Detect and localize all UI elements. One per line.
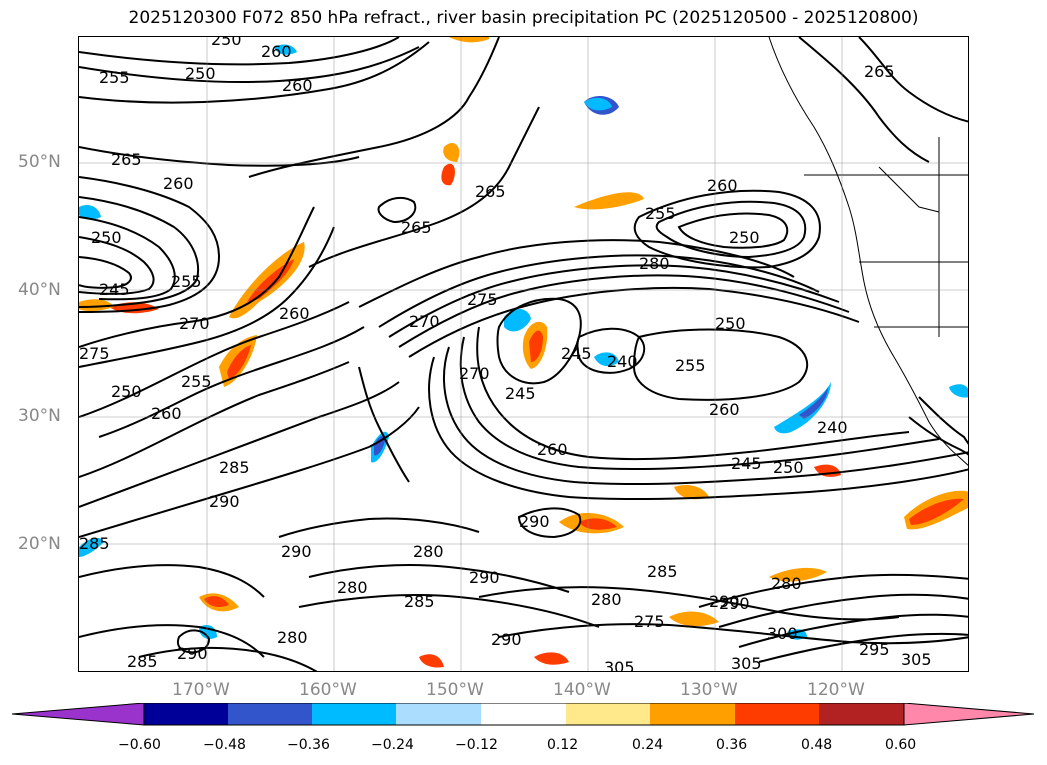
colorbar-tick-label: −0.60 <box>118 737 161 753</box>
contour-label: 280 <box>771 574 802 593</box>
colorbar-max-extension <box>903 703 1035 726</box>
contour-label: 260 <box>282 76 313 95</box>
colorbar-tick-label: −0.12 <box>455 737 498 753</box>
contour-label: 280 <box>591 590 622 609</box>
refractivity-contour-map: 250 255 250 260 260 260 265 260 250 245 … <box>79 37 968 672</box>
colorbar-segment <box>735 703 819 725</box>
longitude-label: 170°W <box>172 680 230 700</box>
contour-label: 275 <box>634 612 665 631</box>
longitude-label: 150°W <box>426 680 484 700</box>
colorbar-tick-label: −0.48 <box>203 737 246 753</box>
contour-label: 260 <box>163 174 194 193</box>
colorbar-segment <box>819 703 904 725</box>
contour-label: 245 <box>561 344 592 363</box>
latitude-label: 40°N <box>18 280 61 300</box>
contour-label: 255 <box>171 272 202 291</box>
contour-label: 290 <box>491 630 522 649</box>
contour-labels: 250 255 250 260 260 260 265 260 250 245 … <box>79 37 932 672</box>
contour-label: 260 <box>537 440 568 459</box>
colorbar-tick-label: 0.36 <box>716 737 748 753</box>
contour-label: 245 <box>505 384 536 403</box>
map-panel: 250 255 250 260 260 260 265 260 250 245 … <box>78 36 969 672</box>
contour-label: 250 <box>111 382 142 401</box>
contour-label: 305 <box>731 654 762 672</box>
contour-label: 285 <box>219 458 250 477</box>
contour-label: 255 <box>675 356 706 375</box>
graticule <box>79 37 968 671</box>
contour-label: 250 <box>185 64 216 83</box>
contour-label: 290 <box>281 542 312 561</box>
colorbar-segment <box>228 703 312 725</box>
contour-label: 240 <box>607 352 638 371</box>
contour-label: 250 <box>211 37 242 49</box>
colorbar-min-extension <box>12 703 145 726</box>
contour-label: 245 <box>99 280 130 299</box>
contour-label: 270 <box>179 314 210 333</box>
contour-label: 255 <box>645 204 676 223</box>
contour-label: 285 <box>127 652 158 671</box>
contour-label: 265 <box>111 150 142 169</box>
contour-label: 260 <box>709 400 740 419</box>
precip-positive-shading <box>79 37 968 668</box>
latitude-label: 50°N <box>18 152 61 172</box>
contour-label: 260 <box>151 404 182 423</box>
contour-label: 280 <box>639 254 670 273</box>
contour-label: 255 <box>181 372 212 391</box>
colorbar-segment <box>481 703 566 725</box>
longitude-label: 160°W <box>299 680 357 700</box>
contour-label: 260 <box>707 176 738 195</box>
colorbar-segment <box>144 703 228 725</box>
contour-label: 265 <box>401 218 432 237</box>
longitude-label: 140°W <box>553 680 611 700</box>
contour-label: 250 <box>715 314 746 333</box>
contour-label: 245 <box>731 454 762 473</box>
contour-label: 260 <box>261 42 292 61</box>
contour-label: 280 <box>277 628 308 647</box>
colorbar-tick-label: −0.24 <box>371 737 414 753</box>
contour-label: 285 <box>404 592 435 611</box>
contour-label: 250 <box>91 228 122 247</box>
map-title: 2025120300 F072 850 hPa refract., river … <box>128 8 919 28</box>
colorbar-tick-label: 0.48 <box>801 737 833 753</box>
colorbar-segment <box>396 703 481 725</box>
coastline <box>768 37 968 466</box>
contour-label: 290 <box>177 644 208 663</box>
contour-label: 255 <box>99 68 130 87</box>
contour-label: 270 <box>409 312 440 331</box>
longitude-label: 120°W <box>807 680 865 700</box>
contour-label: 250 <box>729 228 760 247</box>
contour-label: 265 <box>475 182 506 201</box>
contour-label: 290 <box>469 568 500 587</box>
contour-label: 280 <box>413 542 444 561</box>
colorbar-tick-label: 0.12 <box>547 737 579 753</box>
contour-label: 290 <box>709 592 740 611</box>
colorbar-tick-label: 0.60 <box>885 737 917 753</box>
contour-label: 285 <box>79 534 110 553</box>
latitude-label: 30°N <box>18 406 61 426</box>
colorbar-segment <box>566 703 650 725</box>
contour-label: 260 <box>279 304 310 323</box>
contour-label: 295 <box>859 640 890 659</box>
contour-label: 290 <box>519 512 550 531</box>
contour-label: 250 <box>773 458 804 477</box>
contour-label: 240 <box>817 418 848 437</box>
colorbar-tick-label: −0.36 <box>287 737 330 753</box>
colorbar-segment <box>312 703 396 725</box>
colorbar <box>12 703 1035 726</box>
contour-label: 275 <box>467 290 498 309</box>
contour-label: 305 <box>604 658 635 672</box>
contour-label: 285 <box>647 562 678 581</box>
contour-label: 265 <box>864 62 895 81</box>
contour-label: 290 <box>719 594 750 613</box>
contour-label: 270 <box>459 364 490 383</box>
contour-label: 275 <box>79 344 110 363</box>
contour-label: 300 <box>767 624 798 643</box>
colorbar-segment <box>650 703 735 725</box>
contour-label: 280 <box>337 578 368 597</box>
longitude-label: 130°W <box>680 680 738 700</box>
contour-label: 305 <box>901 650 932 669</box>
contour-label: 290 <box>209 492 240 511</box>
colorbar-tick-label: 0.24 <box>632 737 664 753</box>
latitude-label: 20°N <box>18 534 61 554</box>
